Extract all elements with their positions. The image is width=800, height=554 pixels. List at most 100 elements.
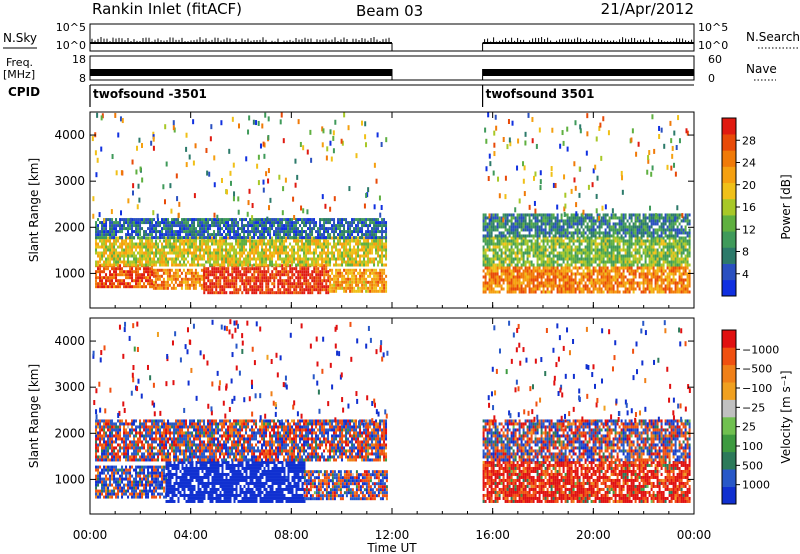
data-cell [241, 218, 244, 222]
data-cell [550, 239, 553, 243]
data-cell [570, 254, 573, 258]
data-cell [289, 260, 292, 264]
data-cell [259, 224, 262, 228]
data-cell [215, 236, 218, 240]
data-cell [131, 227, 134, 231]
data-cell [261, 270, 264, 274]
data-cell [566, 257, 569, 261]
data-cell [207, 248, 210, 252]
data-cell [672, 263, 675, 267]
data-cell [510, 287, 513, 291]
data-cell [247, 236, 250, 240]
data-cell [185, 257, 188, 261]
data-cell [297, 285, 300, 289]
data-cell [271, 273, 274, 277]
data-cell [219, 257, 222, 261]
data-cell [305, 282, 308, 286]
data-cell [125, 218, 128, 222]
data-cell [329, 280, 332, 284]
data-cell [570, 275, 573, 279]
data-cell [113, 267, 116, 271]
data-cell [231, 254, 234, 258]
data-cell [313, 260, 316, 264]
data-cell [572, 242, 575, 246]
data-cell [381, 218, 384, 222]
data-cell [125, 251, 128, 255]
data-cell [482, 248, 485, 252]
data-cell [103, 242, 106, 246]
data-cell [241, 248, 244, 252]
data-cell [508, 290, 511, 294]
data-cell [317, 291, 320, 295]
data-cell [614, 269, 617, 273]
data-band [203, 264, 330, 295]
data-cell [113, 233, 116, 237]
data-cell [355, 224, 358, 228]
data-cell [113, 224, 116, 228]
data-cell [183, 251, 186, 255]
data-cell [534, 266, 537, 270]
data-cell [363, 260, 366, 264]
data-cell [610, 269, 613, 273]
data-cell [221, 236, 224, 240]
data-cell [279, 242, 282, 246]
data-cell [295, 257, 298, 261]
data-cell [490, 236, 493, 240]
data-cell [634, 260, 637, 264]
data-cell [385, 245, 388, 249]
data-cell [269, 288, 272, 292]
data-cell [626, 239, 629, 243]
data-cell [662, 251, 665, 255]
data-cell [313, 267, 316, 271]
data-cell [534, 245, 537, 249]
data-cell [544, 281, 547, 285]
data-cell [293, 251, 296, 255]
data-cell [189, 233, 192, 237]
data-cell [484, 242, 487, 246]
data-cell [179, 236, 182, 240]
data-cell [209, 257, 212, 261]
data-cell [160, 268, 163, 272]
data-cell [213, 267, 216, 271]
data-cell [167, 233, 170, 237]
data-cell [498, 278, 501, 282]
data-cell [323, 221, 326, 225]
data-cell [339, 271, 342, 275]
data-cell [215, 242, 218, 246]
data-cell [279, 236, 282, 240]
data-cell [191, 251, 194, 255]
data-cell [355, 218, 358, 222]
data-cell [265, 260, 268, 264]
data-cell [133, 230, 136, 234]
data-cell [139, 276, 142, 280]
data-cell [512, 281, 515, 285]
data-cell [299, 285, 302, 289]
data-cell [225, 245, 228, 249]
data-cell [642, 239, 645, 243]
data-cell [147, 263, 150, 267]
data-cell [552, 254, 555, 258]
data-cell [103, 282, 106, 286]
data-cell [173, 248, 176, 252]
data-cell [176, 271, 179, 275]
data-cell [516, 263, 519, 267]
data-cell [335, 277, 338, 281]
data-cell [211, 285, 214, 289]
data-cell [381, 242, 384, 246]
data-cell [548, 239, 551, 243]
data-cell [151, 270, 154, 274]
data-cell [580, 287, 583, 291]
data-cell [614, 239, 617, 243]
data-cell [133, 254, 136, 258]
data-cell [608, 272, 611, 276]
data-cell [532, 263, 535, 267]
data-cell [498, 245, 501, 249]
data-cell [385, 283, 388, 287]
data-cell [341, 251, 344, 255]
data-cell [616, 269, 619, 273]
data-cell [227, 279, 230, 283]
data-cell [293, 285, 296, 289]
data-cell [578, 239, 581, 243]
data-cell [656, 251, 659, 255]
data-cell [598, 260, 601, 264]
